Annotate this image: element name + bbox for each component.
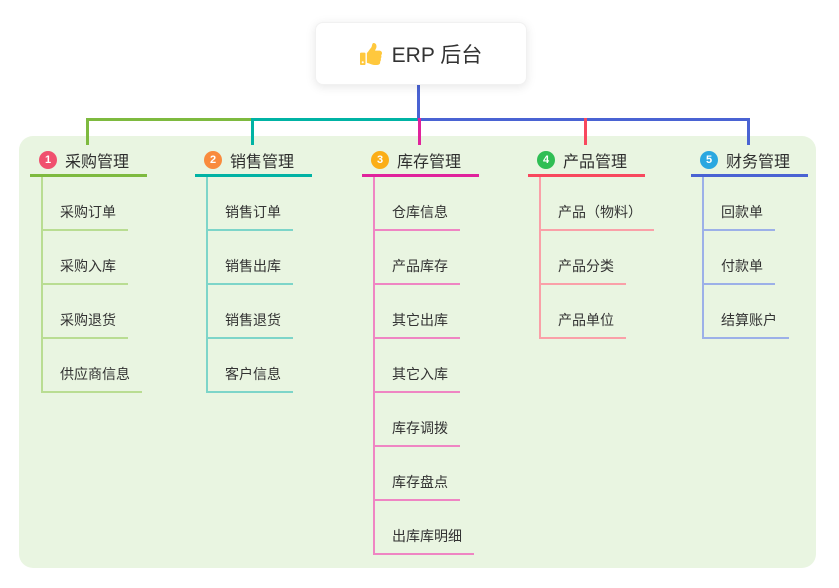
tree-node[interactable]: 客户信息 — [208, 364, 293, 393]
branch-children: 销售订单 销售出库 销售退货 客户信息 — [206, 177, 312, 393]
tree-node[interactable]: 其它入库 — [375, 364, 460, 393]
branch-title-node[interactable]: 1 采购管理 — [30, 145, 147, 177]
canvas-panel — [19, 136, 816, 568]
branch-title-node[interactable]: 2 销售管理 — [195, 145, 312, 177]
branch-title-node[interactable]: 4 产品管理 — [528, 145, 645, 177]
tree-node[interactable]: 供应商信息 — [43, 364, 142, 393]
connector-branch-drop — [251, 118, 254, 145]
branch-title-label: 财务管理 — [726, 153, 791, 171]
tree-node[interactable]: 产品（物料） — [541, 202, 654, 231]
branch-title-label: 采购管理 — [65, 153, 130, 171]
tree-node[interactable]: 回款单 — [704, 202, 775, 231]
branch-purchase: 1 采购管理 采购订单 采购入库 采购退货 供应商信息 — [30, 118, 147, 393]
branch-number-badge: 1 — [39, 150, 57, 169]
branch-title-node[interactable]: 3 库存管理 — [362, 145, 479, 177]
branch-title-label: 产品管理 — [563, 153, 628, 171]
tree-node[interactable]: 其它出库 — [375, 310, 460, 339]
tree-node[interactable]: 销售订单 — [208, 202, 293, 231]
tree-node[interactable]: 付款单 — [704, 256, 775, 285]
branch-children: 产品（物料） 产品分类 产品单位 — [539, 177, 654, 339]
branch-sales: 2 销售管理 销售订单 销售出库 销售退货 客户信息 — [195, 118, 312, 393]
tree-node[interactable]: 产品库存 — [375, 256, 460, 285]
branch-number-badge: 2 — [204, 150, 222, 169]
tree-node[interactable]: 销售出库 — [208, 256, 293, 285]
connector-bus-blue — [417, 118, 749, 121]
tree-node[interactable]: 结算账户 — [704, 310, 789, 339]
connector-bus-teal — [254, 118, 417, 121]
tree-node[interactable]: 库存盘点 — [375, 472, 460, 501]
connector-root-drop — [417, 83, 420, 121]
tree-node[interactable]: 产品分类 — [541, 256, 626, 285]
branch-number-badge: 5 — [700, 150, 718, 169]
branch-title-label: 库存管理 — [397, 153, 462, 171]
branch-number-badge: 3 — [371, 150, 389, 169]
root-title: ERP 后台 — [391, 43, 483, 67]
branch-product: 4 产品管理 产品（物料） 产品分类 产品单位 — [528, 118, 654, 339]
branch-inventory: 3 库存管理 仓库信息 产品库存 其它出库 其它入库 库存调拨 库存盘点 出库库… — [362, 118, 479, 555]
branch-title-label: 销售管理 — [230, 153, 295, 171]
tree-node[interactable]: 仓库信息 — [375, 202, 460, 231]
branch-title-node[interactable]: 5 财务管理 — [691, 145, 808, 177]
root-node[interactable]: ERP 后台 — [315, 22, 527, 85]
tree-node[interactable]: 采购退货 — [43, 310, 128, 339]
branch-finance: 5 财务管理 回款单 付款单 结算账户 — [691, 118, 808, 339]
connector-bus-green — [87, 118, 254, 121]
tree-node[interactable]: 采购入库 — [43, 256, 128, 285]
thumbs-up-icon — [359, 42, 382, 65]
branch-number-badge: 4 — [537, 150, 555, 169]
connector-branch-drop — [584, 118, 587, 145]
branch-children: 采购订单 采购入库 采购退货 供应商信息 — [41, 177, 147, 393]
tree-node[interactable]: 出库库明细 — [375, 526, 474, 555]
connector-branch-drop — [418, 118, 421, 145]
tree-node[interactable]: 采购订单 — [43, 202, 128, 231]
branch-children: 仓库信息 产品库存 其它出库 其它入库 库存调拨 库存盘点 出库库明细 — [373, 177, 479, 555]
tree-node[interactable]: 库存调拨 — [375, 418, 460, 447]
branch-children: 回款单 付款单 结算账户 — [702, 177, 808, 339]
tree-node[interactable]: 销售退货 — [208, 310, 293, 339]
connector-branch-drop — [747, 118, 750, 145]
connector-branch-drop — [86, 118, 89, 145]
tree-node[interactable]: 产品单位 — [541, 310, 626, 339]
